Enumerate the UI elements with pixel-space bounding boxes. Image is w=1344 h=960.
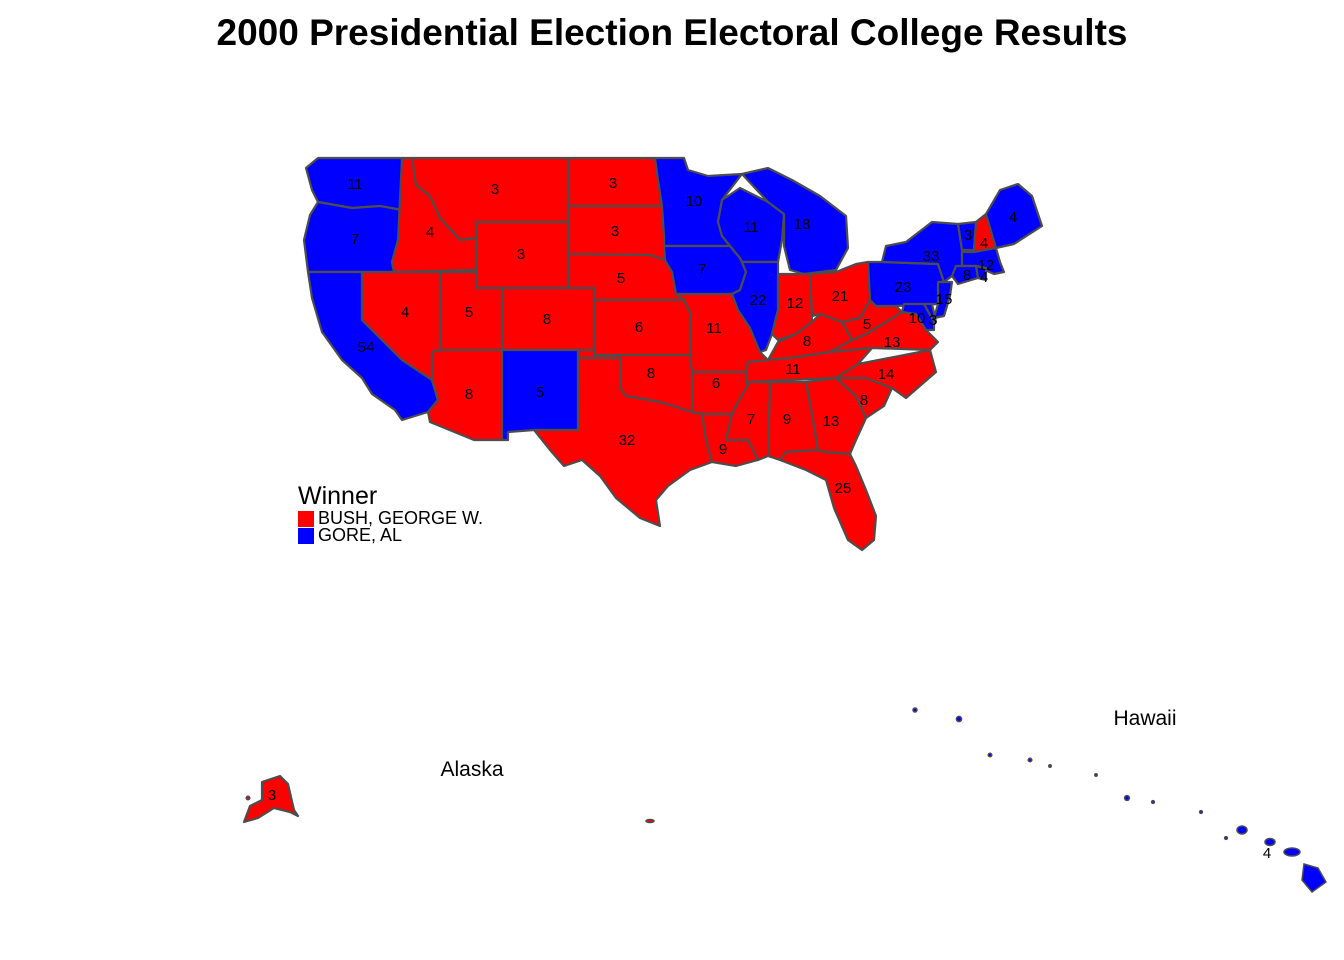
- state-ME[interactable]: [984, 182, 1044, 250]
- hawaii-island: [1048, 764, 1052, 768]
- ev-label-KY: 8: [803, 333, 811, 350]
- ev-label-NJ: 15: [936, 291, 953, 308]
- ev-label-FL: 25: [835, 480, 852, 497]
- ev-label-NM: 5: [536, 384, 544, 401]
- ev-label-NV: 4: [401, 304, 409, 321]
- ev-label-MN: 10: [686, 193, 703, 210]
- state-RI[interactable]: [974, 264, 988, 282]
- hawaii-island: [912, 707, 918, 713]
- state-MD[interactable]: [900, 302, 936, 332]
- ev-label-MS: 7: [747, 411, 755, 428]
- state-TN[interactable]: [744, 346, 874, 384]
- legend-swatch-gore: [298, 527, 314, 544]
- ev-label-OR: 7: [351, 231, 359, 248]
- ev-label-NH: 4: [980, 235, 988, 252]
- ev-label-CA: 54: [358, 339, 375, 356]
- ev-label-ME: 4: [1009, 209, 1017, 226]
- ev-label-SC: 8: [860, 392, 868, 409]
- ev-label-AL: 9: [783, 411, 791, 428]
- ev-label-MI: 18: [794, 216, 811, 233]
- alaska-inset: Alaska: [242, 758, 655, 824]
- state-FL[interactable]: [778, 448, 878, 552]
- ev-label-DE: 3: [929, 312, 937, 329]
- legend-title: Winner: [298, 482, 378, 510]
- ev-label-RI: 4: [980, 269, 988, 286]
- ev-label-TX: 32: [619, 432, 636, 449]
- hawaii-big-island: [1301, 863, 1327, 894]
- state-NJ[interactable]: [932, 280, 954, 320]
- hawaii-island: [1150, 799, 1156, 805]
- hawaii-island: [1264, 837, 1276, 847]
- ev-label-MT: 3: [491, 181, 499, 198]
- hawaii-island: [1123, 794, 1131, 802]
- state-WV[interactable]: [840, 298, 904, 342]
- ev-label-SD: 3: [611, 223, 619, 240]
- ev-label-MD: 10: [909, 310, 926, 327]
- hawaii-island: [1027, 757, 1033, 763]
- ev-label-NC: 14: [878, 366, 895, 383]
- hawaii-island: [1236, 825, 1248, 835]
- ev-label-AK: 3: [268, 787, 276, 804]
- ev-label-OK: 8: [647, 365, 655, 382]
- ev-label-PA: 23: [895, 279, 912, 296]
- hawaii-island: [1094, 773, 1098, 777]
- hawaii-island: [1198, 809, 1204, 815]
- state-TX[interactable]: [532, 356, 714, 528]
- ev-label-HI: 4: [1263, 845, 1271, 862]
- ev-label-MA: 12: [978, 257, 995, 274]
- hawaii-island: [987, 752, 993, 758]
- ev-label-ID: 4: [426, 224, 434, 241]
- ev-label-MO: 11: [706, 320, 722, 337]
- ev-label-NE: 5: [617, 270, 625, 287]
- ev-label-OH: 21: [832, 288, 849, 305]
- state-DE[interactable]: [922, 302, 938, 324]
- ev-label-WI: 11: [743, 219, 759, 236]
- hawaii-inset: Hawaii: [912, 707, 1327, 894]
- legend-item-bush: BUSH, GEORGE W.: [298, 508, 484, 528]
- ev-label-IA: 7: [698, 261, 706, 278]
- legend-swatch-bush: [298, 510, 314, 527]
- ev-label-AZ: 8: [465, 386, 473, 403]
- ev-label-TN: 11: [785, 361, 801, 378]
- alaska-label: Alaska: [440, 758, 503, 781]
- ev-label-CT: 8: [963, 267, 971, 284]
- hawaii-label: Hawaii: [1113, 707, 1176, 730]
- ev-label-WV: 5: [863, 316, 871, 333]
- legend: Winner BUSH, GEORGE W. GORE, AL: [298, 482, 483, 544]
- ev-label-NY: 33: [923, 248, 940, 265]
- ev-label-UT: 5: [465, 304, 473, 321]
- state-NC[interactable]: [834, 348, 938, 400]
- ev-label-KS: 6: [635, 319, 643, 336]
- legend-item-gore: GORE, AL: [298, 525, 483, 545]
- state-AK[interactable]: [242, 774, 300, 824]
- state-MI[interactable]: [740, 166, 850, 276]
- ev-label-CO: 8: [543, 311, 551, 328]
- ev-label-WA: 11: [347, 176, 363, 193]
- legend-label-gore: GORE, AL: [318, 525, 403, 545]
- ev-labels: 11 7 54 4 4 3 3 5 8 8 5 3 3 5 6 8 32 10 …: [268, 175, 1271, 862]
- state-CT[interactable]: [950, 264, 980, 286]
- ev-label-IL: 22: [750, 292, 767, 309]
- hawaii-island: [1283, 847, 1301, 857]
- alaska-island: [645, 818, 655, 824]
- ev-label-LA: 9: [719, 441, 727, 458]
- legend-label-bush: BUSH, GEORGE W.: [318, 508, 484, 528]
- alaska-island: [245, 795, 251, 801]
- ev-label-ND: 3: [609, 175, 617, 192]
- ev-label-IN: 12: [787, 295, 804, 312]
- page-title: 2000 Presidential Election Electoral Col…: [216, 12, 1128, 53]
- ev-label-GA: 13: [823, 413, 840, 430]
- ev-label-VA: 13: [884, 334, 901, 351]
- hawaii-island: [1223, 835, 1229, 841]
- ev-label-WY: 3: [517, 246, 525, 263]
- hawaii-island: [955, 715, 963, 723]
- states-layer: [302, 156, 1044, 552]
- ev-label-AR: 6: [712, 375, 720, 392]
- ev-label-VT: 3: [964, 227, 972, 244]
